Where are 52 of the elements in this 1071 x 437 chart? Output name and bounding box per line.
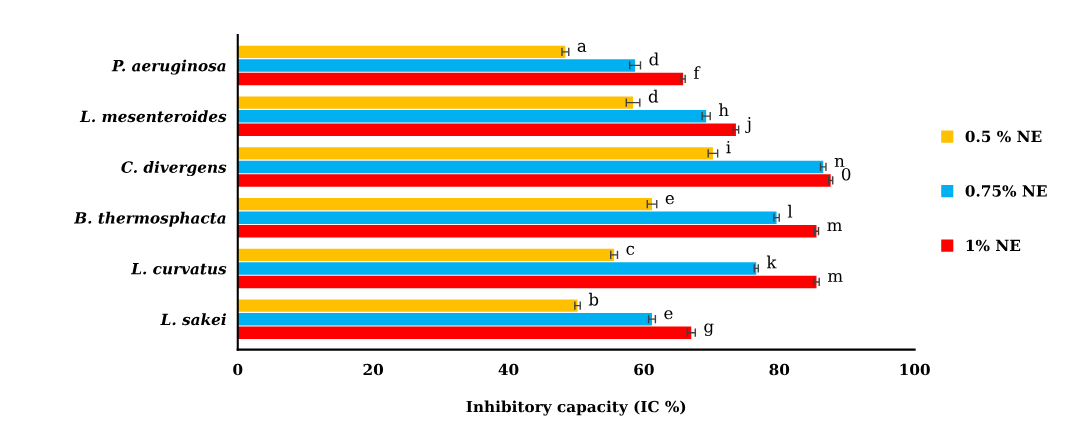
- legend-label: 0.75% NE: [965, 185, 1047, 197]
- bar: [237, 248, 615, 262]
- bar: [237, 109, 707, 123]
- annotation: e: [664, 310, 673, 320]
- x-tick-label: 20: [363, 363, 384, 376]
- y-tick-label: C. divergens: [121, 161, 227, 177]
- y-tick-label: P. aeruginosa: [111, 59, 226, 75]
- bar: [237, 211, 777, 224]
- x-axis-title: Inhibitory capacity (IC %): [466, 400, 686, 416]
- y-tick-label: B. thermosphacta: [73, 211, 226, 227]
- annotation: k: [766, 255, 777, 269]
- annotation: i: [726, 140, 731, 154]
- annotation: e: [665, 195, 674, 205]
- x-tick-label: 0: [233, 363, 243, 376]
- annotation: a: [577, 42, 587, 52]
- y-tick-label: L. sakei: [160, 313, 226, 326]
- x-tick-label: 40: [498, 363, 519, 376]
- bar: [237, 72, 684, 86]
- annotation: m: [827, 222, 842, 232]
- bar: [237, 326, 692, 339]
- x-tick-label: 60: [634, 363, 654, 376]
- bar: [237, 45, 566, 59]
- legend-label: 0.5 % NE: [965, 130, 1042, 143]
- bar: [237, 96, 634, 109]
- annotation: 0: [841, 167, 851, 181]
- bar: [237, 224, 817, 238]
- bar: [237, 262, 757, 275]
- bar: [237, 174, 831, 187]
- bar: [237, 312, 653, 326]
- annotation: d: [649, 52, 659, 66]
- bar: [237, 160, 824, 174]
- bar: [237, 147, 713, 160]
- bar: [237, 59, 636, 72]
- annotation: d: [648, 89, 659, 103]
- annotation: g: [704, 323, 714, 337]
- annotation: n: [834, 157, 845, 167]
- bar: [237, 299, 578, 312]
- annotation: c: [626, 245, 635, 255]
- x-tick-label: 100: [900, 363, 930, 376]
- annotation: m: [827, 272, 843, 282]
- y-tick-label: L. mesenteroides: [79, 110, 227, 123]
- x-tick-label: 80: [769, 363, 790, 376]
- y-tick-label: L. curvatus: [130, 263, 227, 275]
- bar: [237, 197, 653, 211]
- annotation: l: [787, 204, 793, 218]
- annotation: f: [693, 66, 701, 79]
- bar: [237, 275, 817, 289]
- bar: [237, 123, 736, 136]
- annotation: j: [745, 117, 751, 134]
- legend-label: 1% NE: [966, 239, 1021, 252]
- annotation: h: [718, 103, 729, 117]
- annotation: b: [588, 292, 599, 306]
